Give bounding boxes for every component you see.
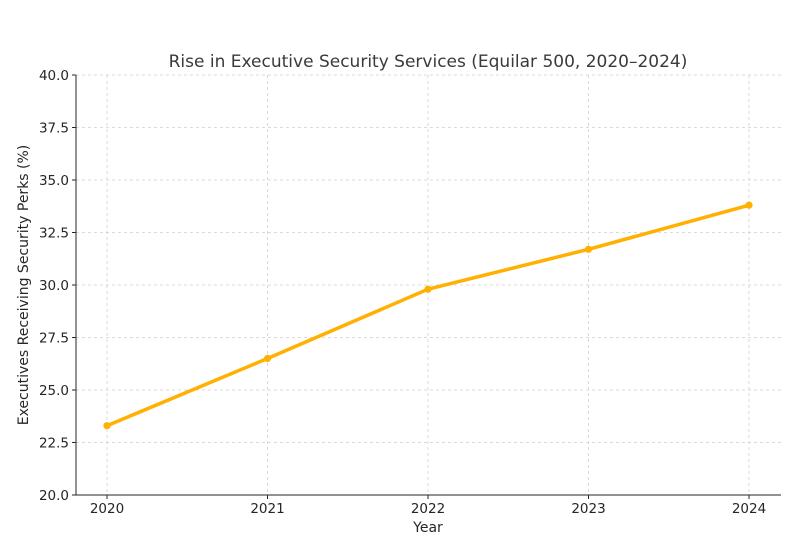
data-point xyxy=(263,354,272,363)
x-axis-label: Year xyxy=(412,520,443,536)
data-point xyxy=(424,285,432,293)
grid-layer xyxy=(76,74,781,496)
y-tick-label: 20.0 xyxy=(39,488,69,504)
x-tick-label: 2024 xyxy=(732,501,766,517)
y-tick-label: 25.0 xyxy=(39,383,69,399)
x-tick-label: 2022 xyxy=(411,501,445,517)
y-tick-label: 27.5 xyxy=(39,331,69,347)
y-axis-label: Executives Receiving Security Perks (%) xyxy=(16,145,32,426)
y-tick-label: 30.0 xyxy=(39,278,69,294)
x-tick-label: 2020 xyxy=(90,501,124,517)
y-tick-label: 37.5 xyxy=(39,121,69,137)
data-point xyxy=(584,245,593,253)
data-point xyxy=(745,201,753,209)
y-tick-label: 32.5 xyxy=(39,226,69,242)
x-tick-label: 2021 xyxy=(250,501,284,517)
x-tick-label: 2023 xyxy=(571,501,605,517)
y-tick-label: 40.0 xyxy=(39,68,69,84)
series-layer xyxy=(103,201,753,430)
chart-title: Rise in Executive Security Services (Equ… xyxy=(169,52,688,72)
axes-layer: 20.0 22.5 25.0 27.5 30.0 32.5 35.0 37.5 40.0 2020… xyxy=(39,68,781,517)
y-tick-label: 35.0 xyxy=(39,173,69,189)
data-point xyxy=(103,422,111,430)
y-tick-label: 22.5 xyxy=(39,436,69,452)
